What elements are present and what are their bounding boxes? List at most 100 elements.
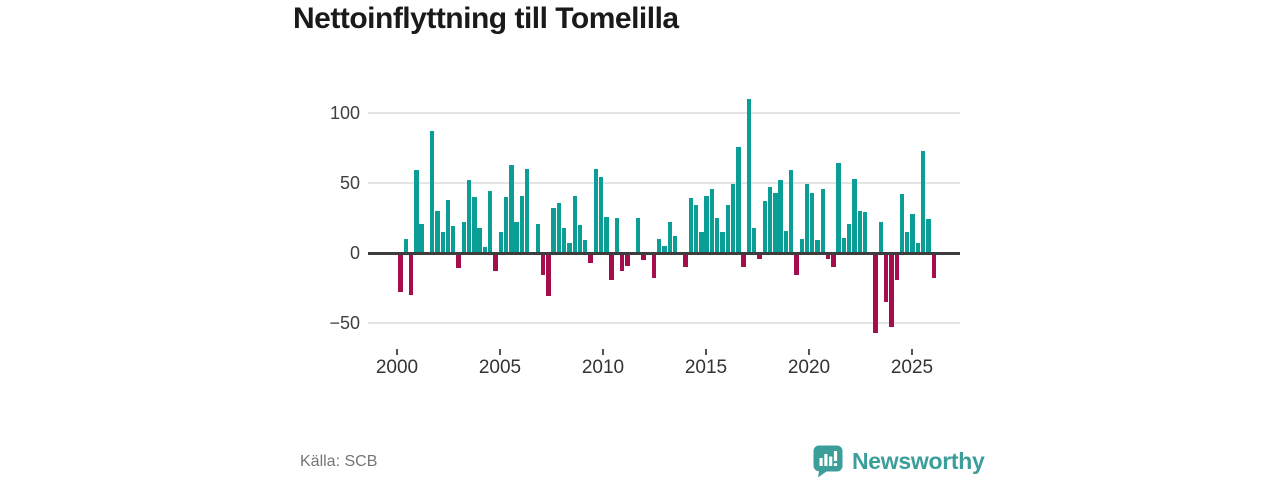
bar xyxy=(482,247,488,253)
x-axis-tick xyxy=(911,349,913,355)
bar xyxy=(651,253,657,279)
bar xyxy=(588,253,593,263)
bar xyxy=(693,205,699,253)
bar xyxy=(931,253,936,279)
newsworthy-pin-icon xyxy=(813,445,843,478)
x-axis-tick-label: 2010 xyxy=(581,357,625,378)
bar xyxy=(794,253,799,276)
bar xyxy=(625,253,630,266)
bar xyxy=(741,253,746,267)
bar xyxy=(429,131,435,253)
bar xyxy=(435,211,440,253)
bar xyxy=(635,218,641,253)
bar xyxy=(414,170,419,253)
bar xyxy=(857,211,862,253)
bar xyxy=(799,239,804,253)
bar xyxy=(641,253,646,260)
bar xyxy=(451,226,456,253)
bar xyxy=(583,240,588,253)
bar xyxy=(804,184,810,253)
bar xyxy=(488,191,493,253)
bar xyxy=(472,197,477,253)
bar xyxy=(540,253,546,276)
gridline-100 xyxy=(368,112,960,114)
bar xyxy=(905,232,910,253)
bar xyxy=(419,223,424,253)
bar xyxy=(699,232,704,253)
bar xyxy=(477,227,482,253)
bar xyxy=(725,205,730,253)
x-axis-tick xyxy=(499,349,501,355)
bar xyxy=(493,253,498,272)
bar xyxy=(852,178,857,253)
bar xyxy=(456,253,461,269)
gridline--50 xyxy=(368,322,960,324)
bar xyxy=(783,230,789,253)
bar xyxy=(778,180,783,253)
bar xyxy=(445,199,451,253)
x-axis-tick xyxy=(396,349,398,355)
bar xyxy=(720,232,725,253)
bar xyxy=(567,243,572,253)
bar xyxy=(620,253,625,272)
bar xyxy=(662,246,667,253)
bar xyxy=(915,243,921,253)
bar xyxy=(889,253,894,328)
gridline-50 xyxy=(368,182,960,184)
bar xyxy=(503,197,509,253)
bar xyxy=(746,99,752,253)
bar xyxy=(593,169,599,253)
y-axis-tick-label: 100 xyxy=(329,103,360,123)
bar xyxy=(683,253,688,267)
bar xyxy=(767,187,773,253)
bar xyxy=(577,225,583,253)
bar xyxy=(461,222,467,253)
bar xyxy=(810,192,815,253)
bar xyxy=(878,222,884,253)
bar xyxy=(736,146,741,253)
bar xyxy=(920,150,926,253)
bar xyxy=(598,177,604,253)
bar xyxy=(730,184,736,253)
bar xyxy=(672,236,678,253)
bar xyxy=(535,223,540,253)
bar xyxy=(614,218,620,253)
bar xyxy=(883,253,889,302)
bar xyxy=(899,194,905,253)
bar xyxy=(709,188,715,253)
y-axis-tick-label: −50 xyxy=(329,313,360,333)
bar xyxy=(704,195,709,253)
y-axis-tick-label: 50 xyxy=(339,173,360,193)
bar xyxy=(715,218,720,253)
zero-axis-line xyxy=(368,252,960,255)
bar xyxy=(820,188,826,253)
bar xyxy=(551,208,556,253)
bar xyxy=(440,232,445,253)
x-axis-tick xyxy=(705,349,707,355)
x-axis-tick-label: 2005 xyxy=(478,357,522,378)
bar xyxy=(862,212,868,253)
newsworthy-wordmark: Newsworthy xyxy=(852,448,985,474)
bar xyxy=(572,195,577,253)
bar xyxy=(688,198,694,253)
x-axis-tick xyxy=(808,349,810,355)
y-axis-tick-label: 0 xyxy=(349,243,360,263)
bar xyxy=(656,239,662,253)
bar xyxy=(466,180,472,253)
bar xyxy=(815,240,820,253)
bar xyxy=(514,222,519,253)
bar xyxy=(788,170,794,253)
bar xyxy=(757,253,762,259)
bar xyxy=(498,232,503,253)
x-axis-tick xyxy=(602,349,604,355)
page-title: Nettoinflyttning till Tomelilla xyxy=(293,2,679,35)
bar xyxy=(841,237,847,253)
bar xyxy=(873,253,878,333)
bar xyxy=(561,227,567,253)
x-axis-tick-label: 2025 xyxy=(890,357,934,378)
bar xyxy=(926,219,931,253)
bar xyxy=(836,163,841,253)
bar xyxy=(825,253,831,259)
bar xyxy=(752,227,757,253)
bar xyxy=(910,213,915,253)
